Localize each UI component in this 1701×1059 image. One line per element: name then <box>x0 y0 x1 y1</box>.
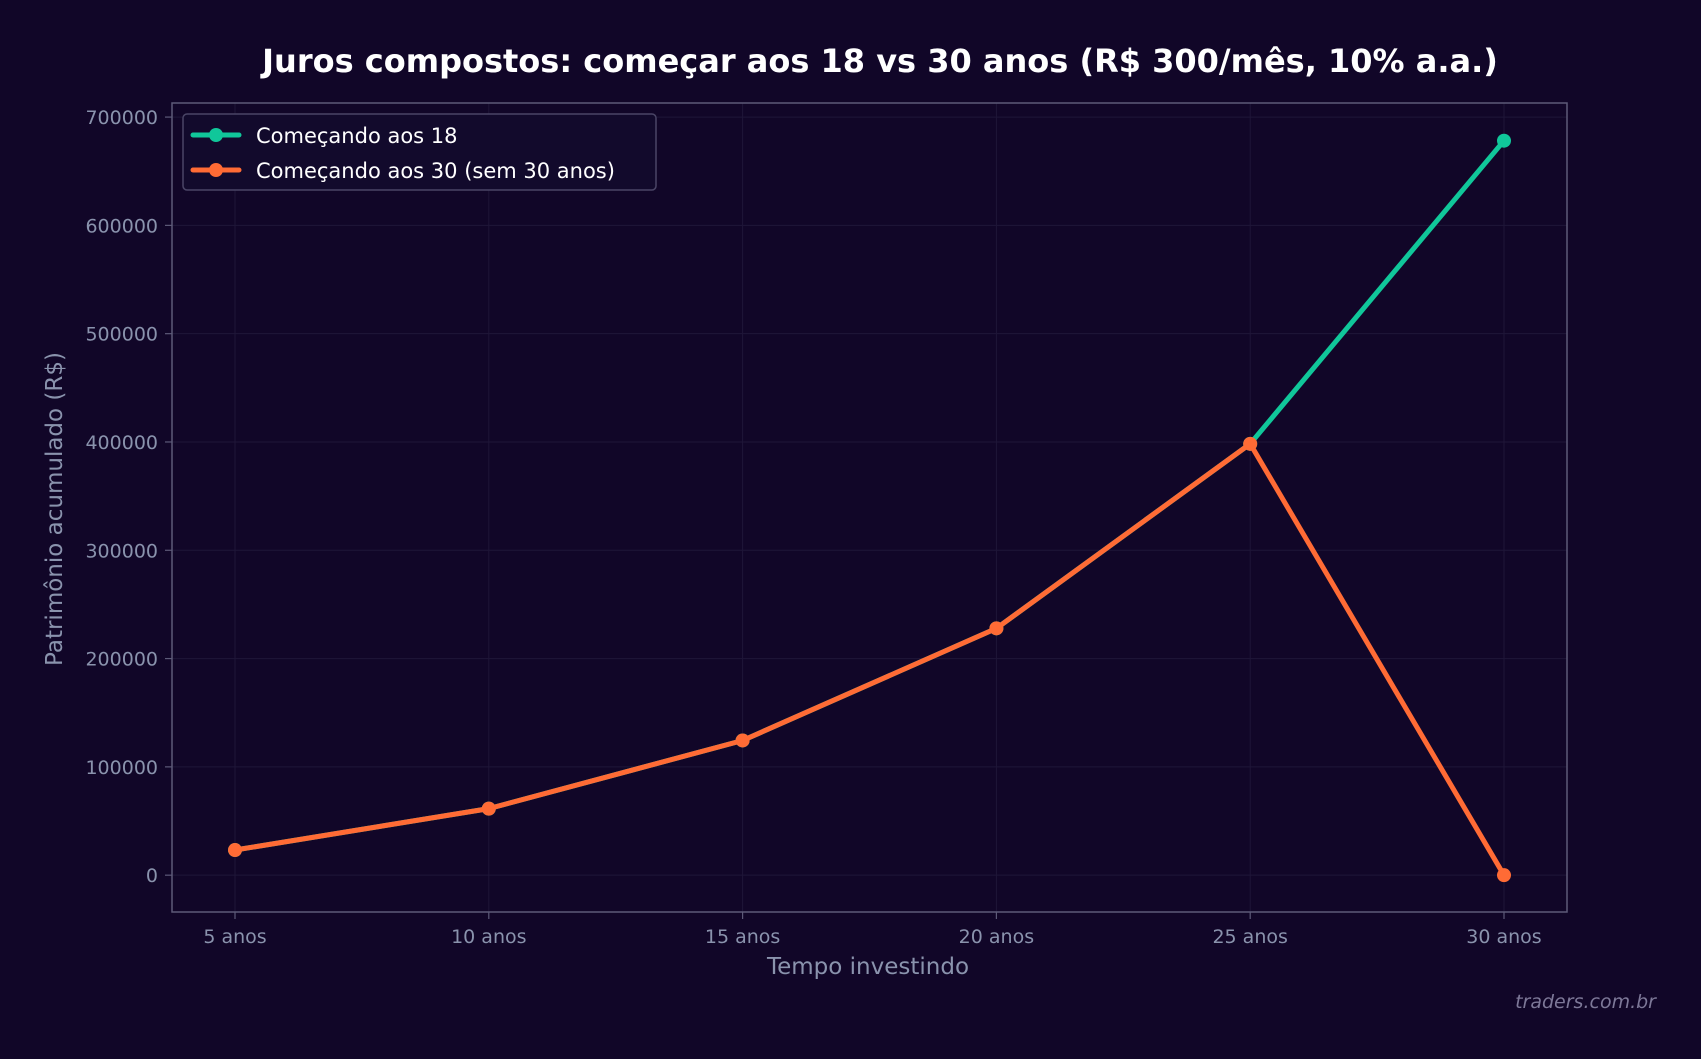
chart-title: Juros compostos: começar aos 18 vs 30 an… <box>260 42 1498 80</box>
x-tick-label: 25 anos <box>1212 926 1287 948</box>
plot-frame <box>171 102 1568 913</box>
legend-swatch-marker <box>209 128 223 142</box>
data-point <box>1497 133 1511 148</box>
legend-swatch-marker <box>209 163 223 177</box>
y-tick-label: 0 <box>146 865 158 887</box>
x-tick-label: 30 anos <box>1466 926 1541 948</box>
axes: 0 100000 200000 300000 400000 500000 600000 700… <box>85 102 1568 948</box>
series-line <box>232 441 1507 878</box>
legend-label: Começando aos 30 (sem 30 anos) <box>256 159 615 183</box>
data-point <box>228 843 242 858</box>
legend: Começando aos 18 Começando aos 30 (sem 30… <box>182 113 657 191</box>
data-point <box>1243 436 1258 451</box>
y-axis-label: Patrimônio acumulado (R$) <box>42 352 68 666</box>
series-2 <box>228 436 1511 883</box>
legend-box <box>182 113 657 191</box>
y-tick-label: 400000 <box>85 432 158 454</box>
y-tick-label: 100000 <box>85 757 158 779</box>
x-axis-label: Tempo investindo <box>766 954 969 980</box>
x-tick-label: 10 anos <box>451 926 526 948</box>
series-line <box>232 138 1507 853</box>
grid <box>172 103 1567 912</box>
y-tick-label: 500000 <box>85 324 158 346</box>
x-tick-label: 15 anos <box>705 926 780 948</box>
legend-label: Começando aos 18 <box>256 124 458 148</box>
watermark: traders.com.br <box>1515 991 1657 1013</box>
x-tick-label: 5 anos <box>203 926 266 948</box>
data-point <box>481 801 496 816</box>
y-tick-label: 200000 <box>85 649 158 671</box>
x-tick-label: 20 anos <box>959 926 1034 948</box>
y-tick-label: 600000 <box>85 215 158 237</box>
data-point <box>1497 868 1511 883</box>
data-point <box>989 621 1004 636</box>
y-tick-label: 700000 <box>85 107 158 129</box>
series-1 <box>228 133 1511 858</box>
data-point <box>735 733 750 748</box>
series-group <box>228 133 1511 883</box>
y-tick-label: 300000 <box>85 540 158 562</box>
